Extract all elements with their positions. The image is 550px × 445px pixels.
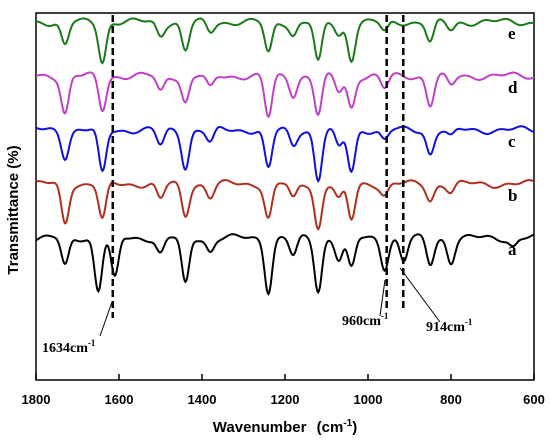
series-d-label: d [508,78,518,97]
series-group [35,17,535,296]
x-axis-title: Wavenumber (cm-1) [213,418,357,436]
y-axis-title: Transmittance (%) [5,145,22,274]
series-a-label: a [508,240,517,259]
x-tick-label: 1200 [271,392,300,407]
annotation-label-2: 914cm-1 [426,317,473,335]
series-c-line [35,125,535,183]
series-d-line [35,71,535,119]
x-tick-label: 1000 [354,392,383,407]
annotation-labels: 1634cm-1 960cm-1 914cm-1 [42,267,473,356]
annotation-lines [111,15,405,318]
series-a-line [35,233,535,296]
x-tick-label: 800 [440,392,462,407]
x-axis-unit-sup: -1 [343,418,352,429]
x-axis-unit-close: ) [352,419,357,436]
x-ticks: 1800 1600 1400 1200 1000 800 600 [22,374,545,407]
series-c-label: c [508,132,516,151]
series-e-line [35,17,535,65]
series-e-label: e [508,24,516,43]
annotation-label-0: 1634cm-1 [42,338,96,356]
annotation-arrow-1 [379,279,386,317]
annotation-arrow-0 [99,301,113,337]
x-tick-label: 600 [523,392,545,407]
x-tick-label: 1400 [188,392,217,407]
curve-labels: e d c b a [508,24,518,259]
annotation-label-1: 960cm-1 [342,311,389,329]
series-b-line [35,179,535,231]
annotation-arrow-2 [399,267,441,323]
x-axis-unit: (cm [317,419,344,436]
series-b-label: b [508,186,517,205]
x-axis-label: Wavenumber [213,419,307,436]
x-tick-label: 1600 [105,392,134,407]
x-tick-label: 1800 [22,392,51,407]
